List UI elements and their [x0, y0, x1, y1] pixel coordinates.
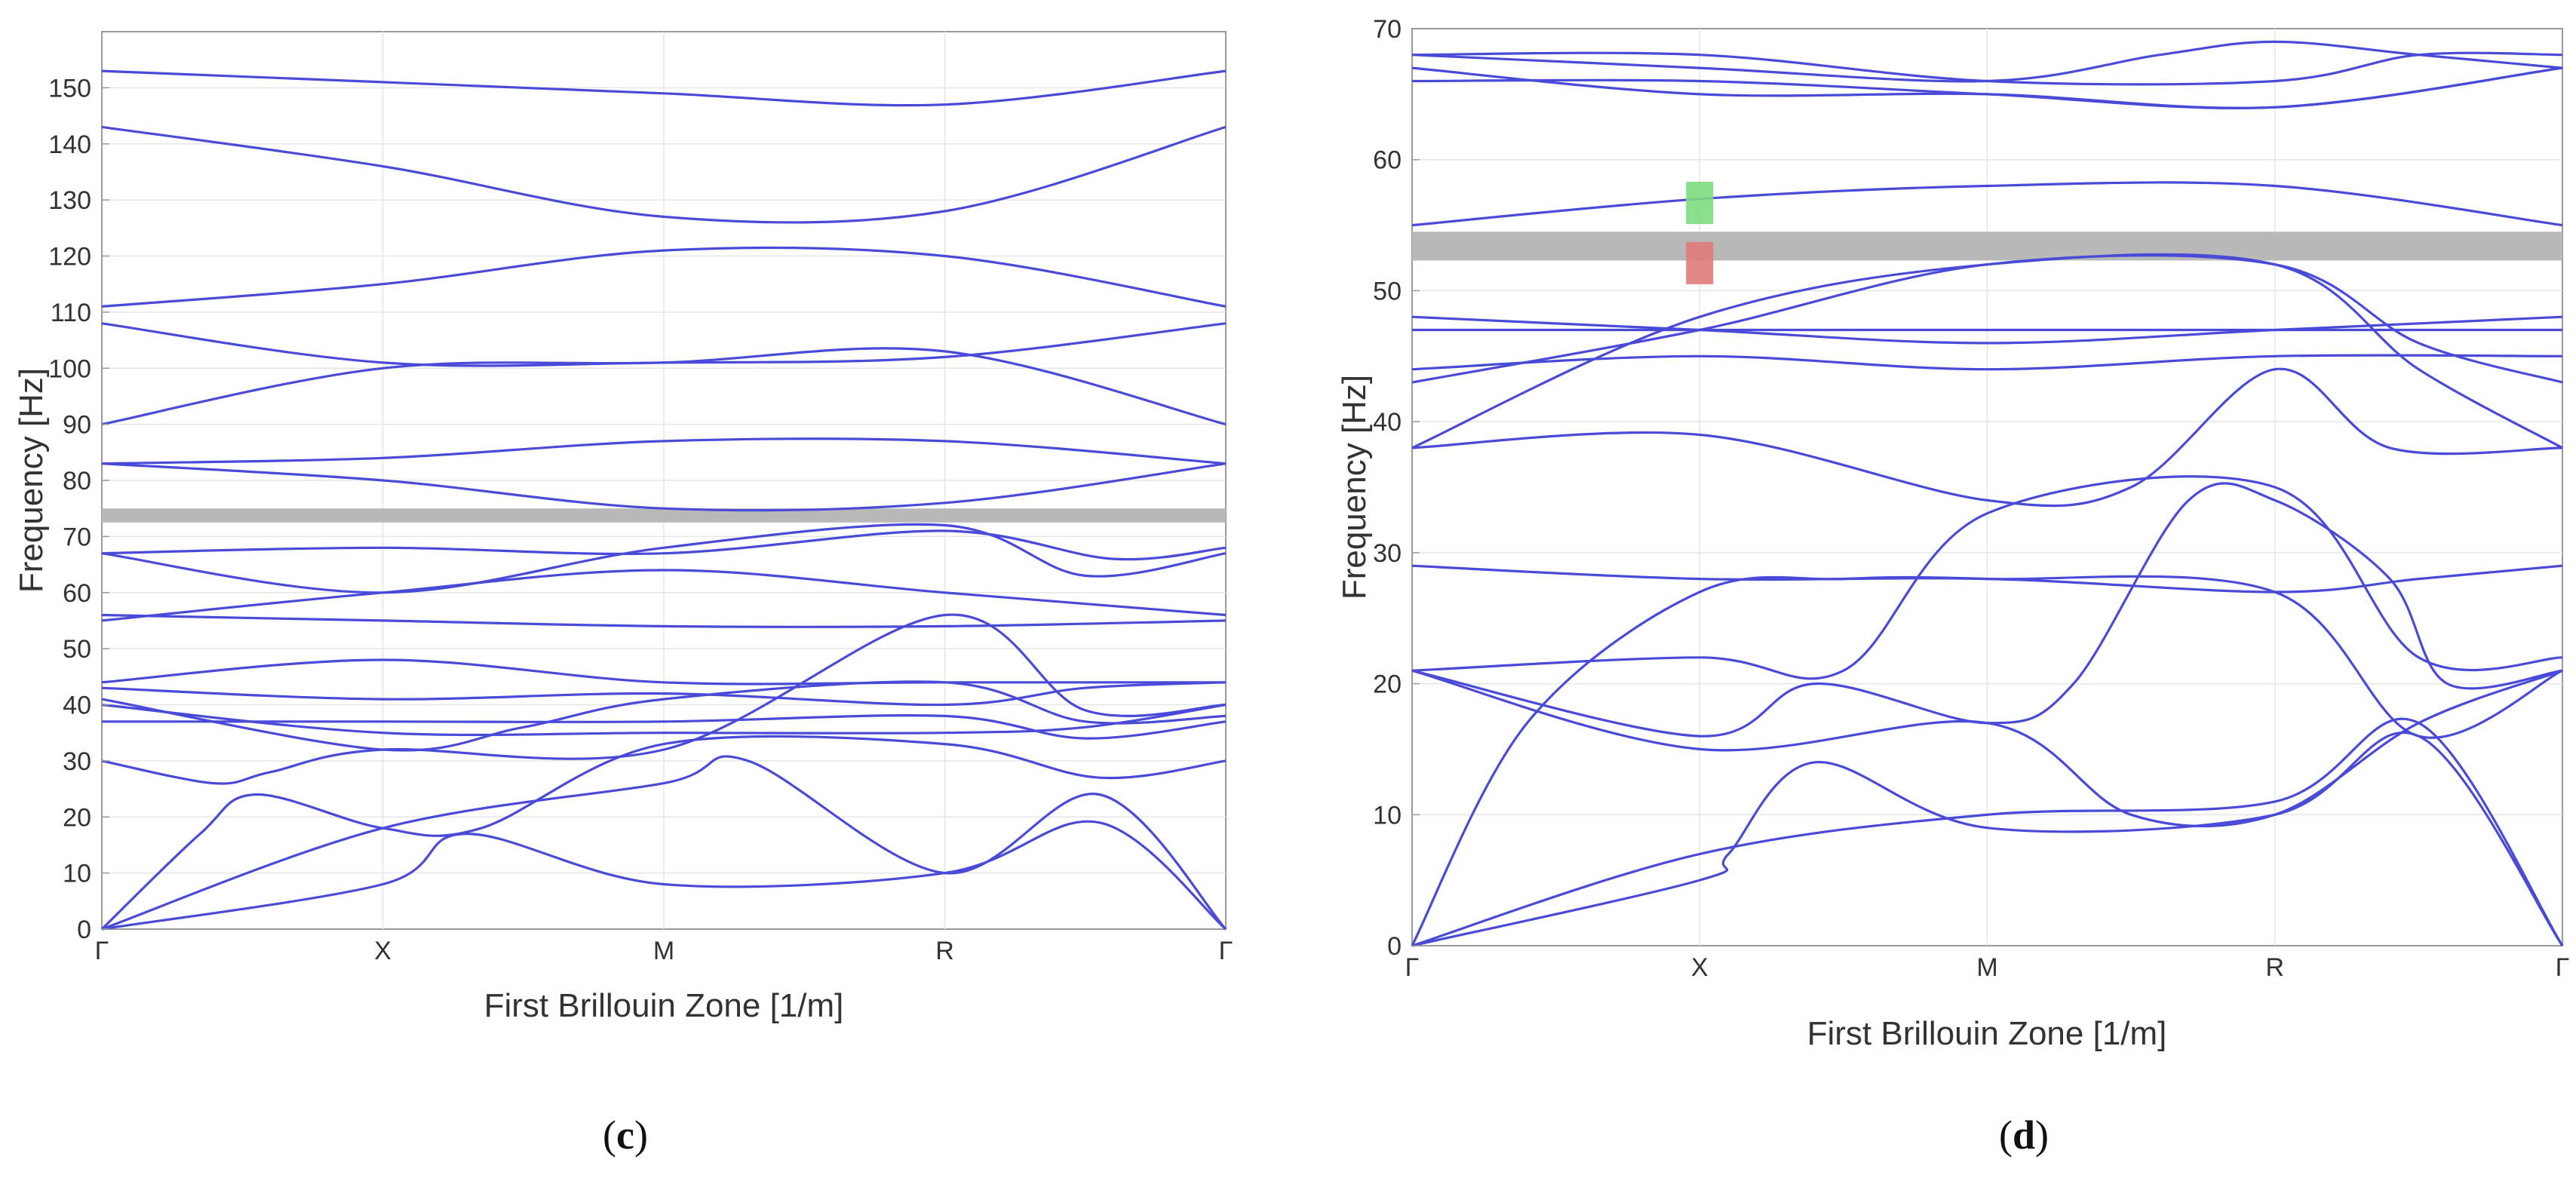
y-tick-label-c: 70: [63, 523, 91, 551]
y-tick-label-c: 30: [63, 747, 91, 776]
caption-d-letter: d: [2012, 1112, 2036, 1158]
y-tick-label-c: 130: [48, 186, 91, 215]
y-tick-label-d: 0: [1387, 932, 1402, 961]
band-gaps-c: [102, 508, 1226, 523]
band-curve-c-10: [101, 569, 1227, 622]
band-curve-d-2: [1411, 717, 2564, 947]
y-tick-label-c: 120: [48, 243, 91, 271]
marker-d-1: [1686, 182, 1714, 225]
y-tick-label-d: 40: [1373, 408, 1402, 437]
caption-d-close: ): [2035, 1112, 2049, 1158]
band-curve-c-11: [101, 613, 1227, 628]
band-curve-d-16: [1411, 66, 2563, 109]
y-tick-label-d: 10: [1373, 801, 1402, 830]
y-tick-label-c: 0: [77, 916, 91, 944]
band-curve-c-20: [101, 69, 1227, 107]
dispersion-lines-d: [1411, 40, 2564, 947]
x-axis-label-c: First Brillouin Zone [1/m]: [484, 987, 844, 1024]
caption-c-open: (: [603, 1112, 616, 1158]
band-curve-c-9: [101, 658, 1226, 686]
y-tick-label-c: 80: [63, 467, 91, 495]
band-curve-c-1: [101, 820, 1227, 931]
dispersion-lines-c: [100, 69, 1227, 931]
band-gaps-d: [1412, 232, 2562, 261]
x-tick-label-c: M: [653, 937, 674, 965]
x-tick-label-c: X: [374, 937, 391, 965]
band-curve-d-14: [1411, 181, 2563, 227]
band-curve-d-11: [1411, 354, 2563, 371]
x-tick-label-d: R: [2265, 953, 2284, 982]
band-gap-d: [1412, 232, 2562, 261]
x-tick-label-d: X: [1691, 953, 1709, 982]
x-tick-label-d: Γ: [2556, 953, 2570, 982]
band-curve-c-12: [101, 523, 1227, 594]
y-tick-label-c: 110: [51, 299, 91, 327]
band-curve-d-13: [1411, 315, 2563, 345]
band-curve-d-7: [1411, 564, 2563, 594]
band-curve-c-13: [101, 529, 1227, 561]
marker-d-2: [1686, 241, 1714, 284]
x-tick-label-c: R: [935, 937, 954, 965]
band-curve-c-8: [101, 681, 1227, 707]
band-curve-c-2: [101, 755, 1227, 931]
y-tick-label-c: 20: [63, 803, 91, 832]
y-tick-label-c: 60: [63, 579, 91, 608]
band-curve-c-18: [101, 246, 1227, 308]
x-tick-label-c: Γ: [95, 937, 109, 965]
y-tick-label-c: 90: [63, 411, 91, 440]
band-gap-c: [102, 508, 1226, 523]
y-tick-label-d: 30: [1373, 539, 1402, 568]
y-tick-label-c: 40: [63, 692, 91, 720]
caption-c-close: ): [634, 1112, 648, 1158]
y-tick-label-c: 140: [48, 130, 91, 159]
caption-c: (c): [603, 1112, 648, 1158]
y-tick-label-d: 60: [1373, 146, 1402, 175]
y-axis-label-c: Frequency [Hz]: [13, 368, 50, 593]
band-curve-c-5: [101, 680, 1227, 752]
y-tick-label-c: 150: [48, 74, 91, 103]
y-tick-label-d: 70: [1373, 15, 1402, 44]
y-tick-label-c: 10: [63, 860, 91, 888]
band-curve-c-3: [100, 735, 1227, 931]
band-curve-c-14: [101, 462, 1227, 512]
band-curve-d-8: [1411, 367, 2563, 508]
band-curve-d-18: [1411, 51, 2563, 86]
band-curve-c-6: [101, 703, 1227, 737]
band-curve-d-6: [1411, 475, 2563, 680]
band-curve-c-17: [101, 322, 1227, 367]
caption-c-letter: c: [616, 1112, 634, 1158]
y-tick-label-c: 50: [63, 635, 91, 664]
band-curve-c-4: [101, 613, 1227, 785]
band-curve-d-17: [1411, 40, 2563, 83]
x-tick-label-c: Γ: [1219, 937, 1233, 965]
panel-c-chart: 0 10 20 30 40 50 60 70 80 90 100 110 120 130 140 150 Γ X…: [13, 31, 1233, 1024]
band-curve-c-19: [101, 125, 1227, 224]
grid-c: [102, 32, 1226, 929]
x-tick-label-d: M: [1976, 953, 1997, 982]
markers-d: [1686, 182, 1714, 284]
caption-d: (d): [1999, 1112, 2049, 1158]
band-curve-d-10: [1411, 254, 2563, 384]
caption-d-open: (: [1999, 1112, 2013, 1158]
y-tick-label-d: 20: [1373, 670, 1402, 699]
band-curve-d-4: [1411, 669, 2563, 828]
x-axis-label-d: First Brillouin Zone [1/m]: [1807, 1015, 2167, 1052]
y-tick-labels-d: 0 10 20 30 40 50 60 70: [1373, 15, 1420, 961]
panel-d-chart: 0 10 20 30 40 50 60 70 Γ X M R Γ First Brillouin Zo…: [1336, 15, 2569, 1052]
band-curve-c-15: [101, 437, 1227, 465]
band-curve-c-7: [102, 713, 1227, 740]
band-curve-d-5: [1411, 482, 2563, 738]
y-tick-label-d: 50: [1373, 277, 1402, 305]
y-tick-labels-c: 0 10 20 30 40 50 60 70 80 90 100 110 120 130 140 150: [48, 74, 109, 944]
y-axis-label-d: Frequency [Hz]: [1336, 375, 1373, 600]
y-tick-label-c: 100: [48, 354, 91, 383]
x-tick-label-d: Γ: [1405, 953, 1420, 982]
